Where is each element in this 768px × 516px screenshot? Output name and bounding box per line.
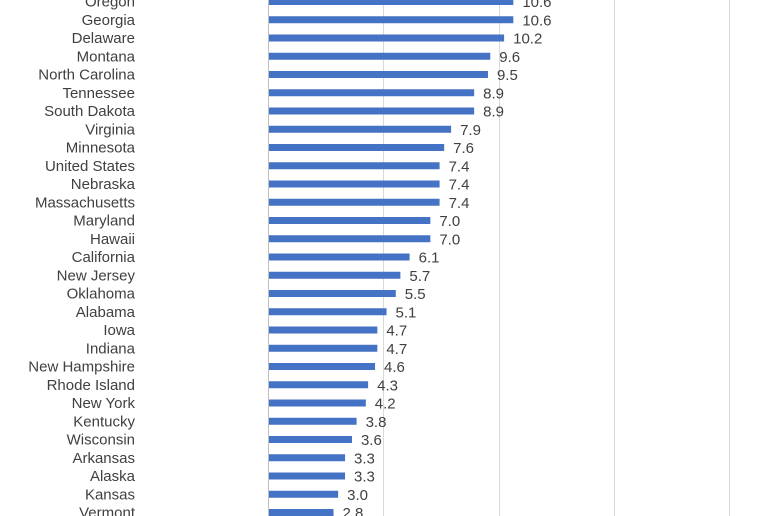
bar-alaska xyxy=(269,472,346,480)
data-label: 5.1 xyxy=(396,304,417,321)
bar-south-dakota xyxy=(269,107,475,115)
bar-vermont xyxy=(269,509,334,516)
category-label: Tennessee xyxy=(62,85,135,102)
category-label: Maryland xyxy=(73,213,135,230)
bar-hawaii xyxy=(269,235,431,243)
bar-virginia xyxy=(269,125,452,133)
data-label: 3.6 xyxy=(361,432,382,449)
bar-georgia xyxy=(269,16,514,24)
data-label: 3.3 xyxy=(354,469,375,486)
category-label: Wisconsin xyxy=(67,432,135,449)
data-label: 7.4 xyxy=(449,158,470,175)
category-label: Massachusetts xyxy=(35,194,135,211)
category-label: Kentucky xyxy=(73,413,135,430)
bar-california xyxy=(269,253,410,261)
bar-wisconsin xyxy=(269,436,352,443)
category-label: Delaware xyxy=(72,30,135,47)
bar-delaware xyxy=(269,34,505,42)
bar-nebraska xyxy=(269,180,440,188)
category-label: South Dakota xyxy=(44,103,136,120)
data-labels: 10.610.610.29.69.58.98.97.97.67.47.47.47… xyxy=(343,0,552,516)
category-label: Alaska xyxy=(90,468,136,485)
data-label: 7.6 xyxy=(453,140,474,157)
category-label: Iowa xyxy=(103,322,135,339)
bar-arkansas xyxy=(269,454,346,462)
data-label: 7.4 xyxy=(449,177,470,194)
bar-north-carolina xyxy=(269,71,488,78)
bar-rhode-island xyxy=(269,381,369,389)
category-label: Indiana xyxy=(86,340,136,357)
bar-maryland xyxy=(269,217,431,224)
data-label: 10.6 xyxy=(522,0,551,11)
category-label: Hawaii xyxy=(90,231,135,248)
bar-montana xyxy=(269,52,491,60)
category-label: California xyxy=(72,249,136,266)
data-label: 7.0 xyxy=(439,231,460,248)
bar-new-jersey xyxy=(269,271,401,279)
data-label: 4.7 xyxy=(386,323,407,340)
category-label: United States xyxy=(45,158,135,175)
bar-united-states xyxy=(269,162,440,170)
category-label: Minnesota xyxy=(66,140,136,157)
data-label: 4.3 xyxy=(377,377,398,394)
data-label: 4.2 xyxy=(375,396,396,413)
data-label: 5.7 xyxy=(409,268,430,285)
data-label: 6.1 xyxy=(419,250,440,267)
bar-minnesota xyxy=(269,144,445,151)
data-label: 7.0 xyxy=(439,213,460,230)
category-label: New Hampshire xyxy=(28,359,135,376)
data-label: 8.9 xyxy=(483,85,504,102)
data-label: 3.8 xyxy=(366,414,387,431)
bar-iowa xyxy=(269,326,378,334)
data-label: 4.7 xyxy=(386,341,407,358)
category-label: Rhode Island xyxy=(47,377,135,394)
category-label: Montana xyxy=(77,48,136,65)
category-label: Georgia xyxy=(82,12,136,29)
category-label: Oregon xyxy=(85,0,135,11)
category-label: Alabama xyxy=(76,304,136,321)
bar-indiana xyxy=(269,344,378,352)
bar-new-hampshire xyxy=(269,363,376,370)
category-label: Nebraska xyxy=(71,176,136,193)
data-label: 3.0 xyxy=(347,487,368,504)
bar-kentucky xyxy=(269,417,357,425)
bar-tennessee xyxy=(269,89,475,97)
category-label: Oklahoma xyxy=(67,286,136,303)
data-label: 7.4 xyxy=(449,195,470,212)
category-label: Vermont xyxy=(79,505,136,516)
bars xyxy=(269,0,514,516)
data-label: 5.5 xyxy=(405,286,426,303)
bar-massachusetts xyxy=(269,198,440,206)
category-label: North Carolina xyxy=(38,67,135,84)
data-label: 7.9 xyxy=(460,122,481,139)
bar-oklahoma xyxy=(269,290,396,297)
data-label: 9.6 xyxy=(499,49,520,66)
category-label: New York xyxy=(72,395,136,412)
data-label: 8.9 xyxy=(483,104,504,121)
bar-kansas xyxy=(269,490,339,498)
data-label: 10.2 xyxy=(513,31,542,48)
bar-new-york xyxy=(269,399,366,407)
category-label: Arkansas xyxy=(72,450,135,467)
data-label: 2.8 xyxy=(343,505,364,516)
data-label: 4.6 xyxy=(384,359,405,376)
bar-alabama xyxy=(269,308,387,316)
data-label: 3.3 xyxy=(354,450,375,467)
category-label: Virginia xyxy=(85,121,135,138)
data-label: 9.5 xyxy=(497,67,518,84)
category-label: New Jersey xyxy=(57,267,136,284)
data-label: 10.6 xyxy=(522,12,551,29)
bar-oregon xyxy=(269,0,514,5)
category-label: Kansas xyxy=(85,486,135,503)
